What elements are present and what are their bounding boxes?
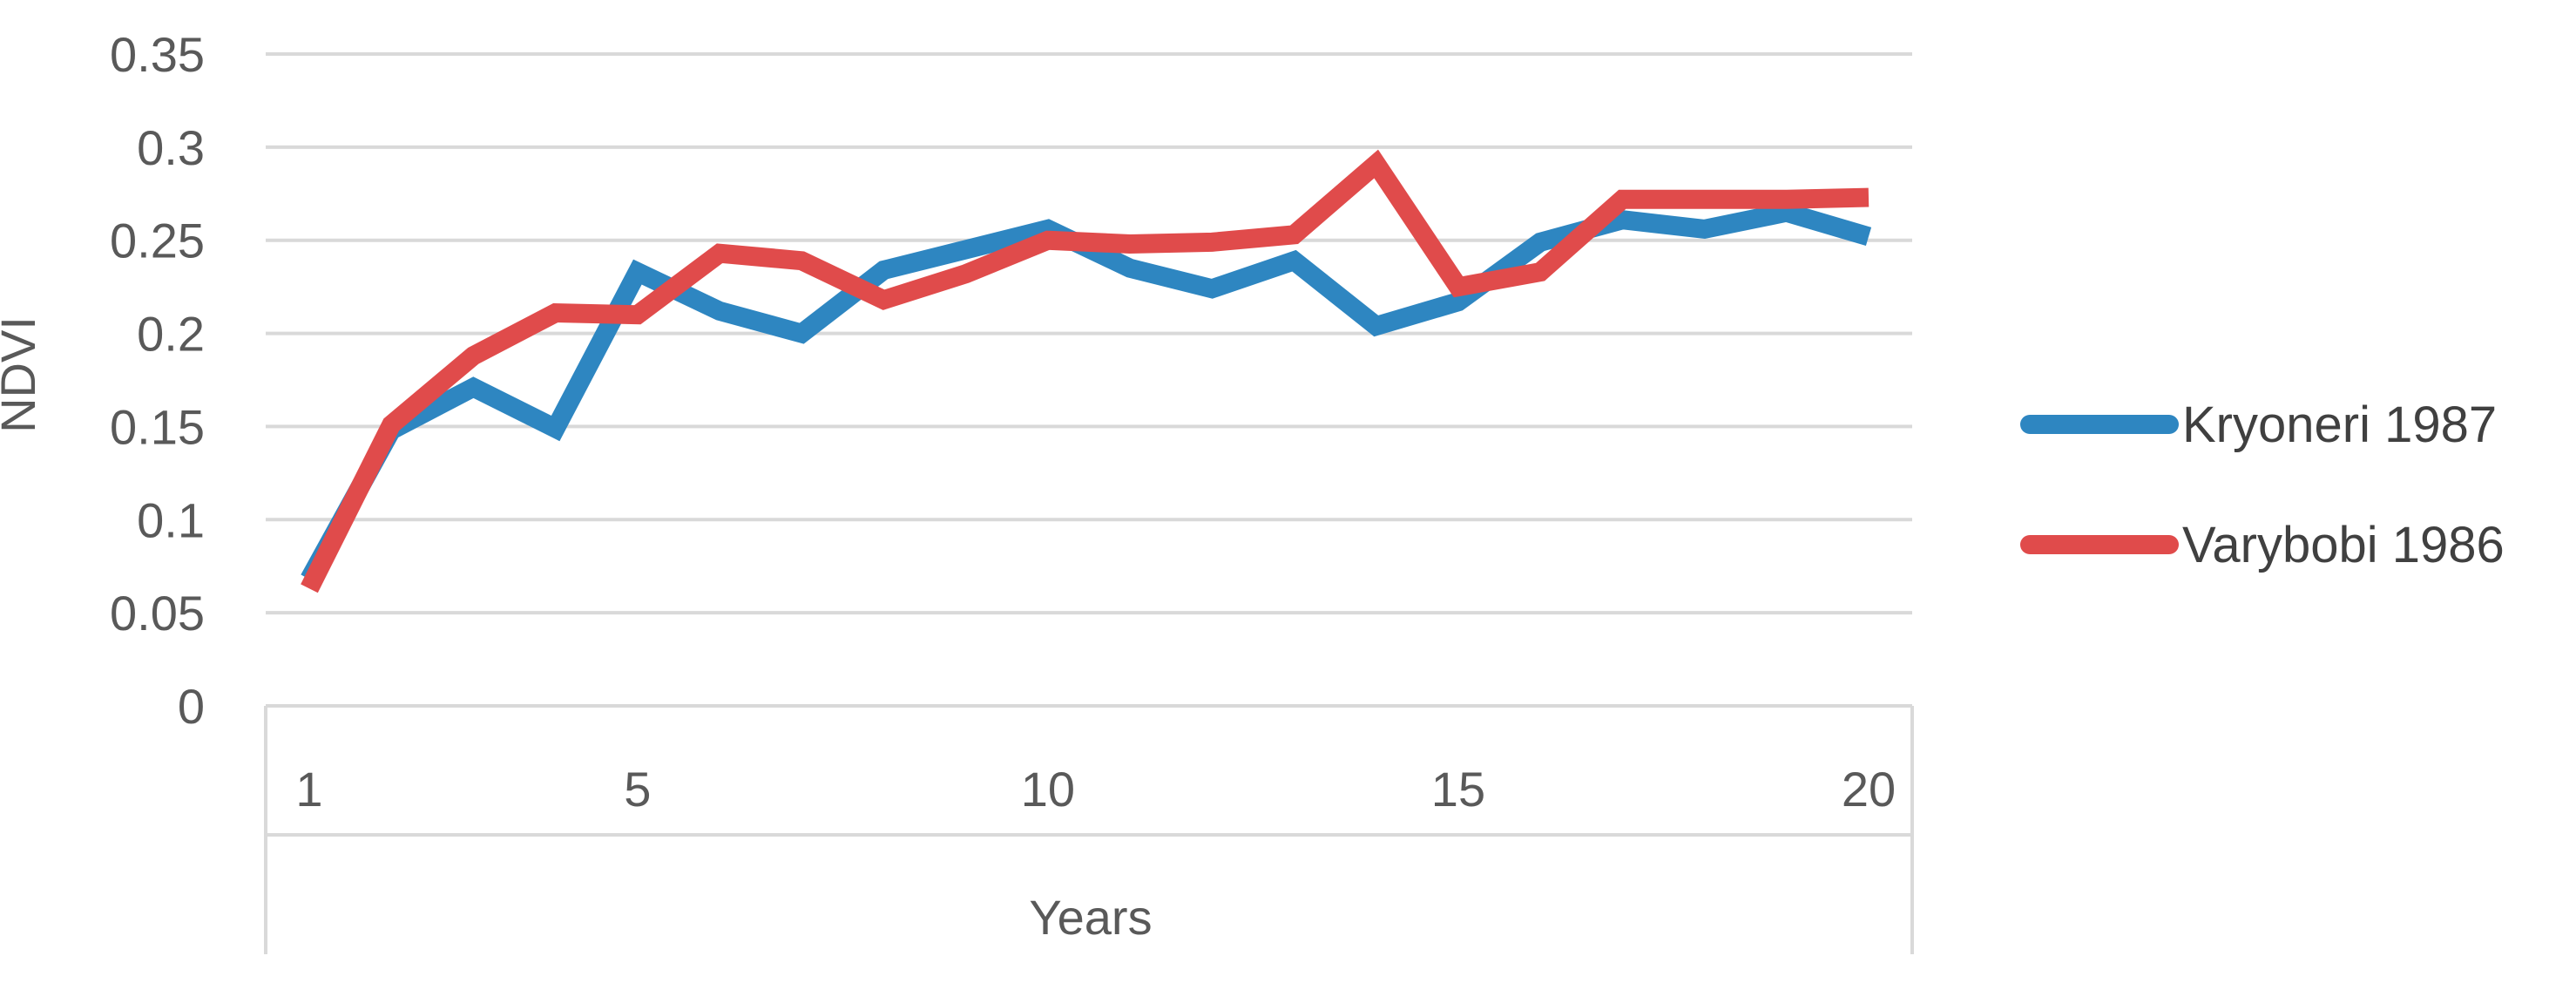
series-line-2 <box>301 149 1869 593</box>
legend-label: Varybobi 1986 <box>2182 517 2505 573</box>
y-tick-label: 0.3 <box>137 120 205 175</box>
y-tick-label: 0.15 <box>110 399 205 454</box>
legend: Kryoneri 1987 Varybobi 1986 <box>2020 397 2505 573</box>
series-line-1 <box>301 202 1872 584</box>
y-tick-label: 0.05 <box>110 586 205 641</box>
x-tick-label: 1 <box>295 762 322 817</box>
x-tick-label: 5 <box>624 762 651 817</box>
y-tick-label: 0.35 <box>110 27 205 82</box>
y-tick-labels: 0 0.05 0.1 0.15 0.2 0.25 0.3 0.35 <box>110 27 205 734</box>
x-tick-label: 10 <box>1021 762 1075 817</box>
y-tick-label: 0.25 <box>110 214 205 268</box>
series-lines <box>301 149 1872 593</box>
y-tick-label: 0.2 <box>137 307 205 362</box>
x-tick-label: 20 <box>1842 762 1896 817</box>
legend-label: Kryoneri 1987 <box>2182 397 2497 453</box>
x-tick-label: 15 <box>1431 762 1485 817</box>
x-tick-labels: 1 5 10 15 20 <box>295 762 1896 817</box>
y-tick-label: 0 <box>178 679 205 734</box>
axes <box>264 704 1914 954</box>
x-axis-title: Years <box>1029 890 1152 945</box>
y-tick-label: 0.1 <box>137 492 205 547</box>
y-axis-title: NDVI <box>0 316 45 433</box>
